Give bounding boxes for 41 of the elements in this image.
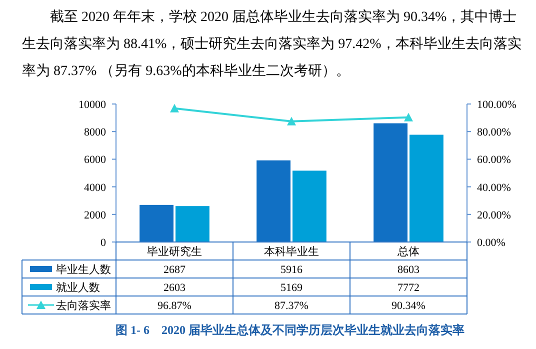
bar (256, 160, 290, 242)
y-tick-label: 2000 (84, 209, 106, 222)
y2-tick-label: 60.00% (477, 154, 511, 166)
legend: 毕业生人数 (30, 264, 111, 276)
y2-tick-label: 20.00% (477, 209, 511, 222)
x-tick-label: 总体 (396, 245, 420, 258)
text: 图 1- 6 2020 届毕业生总体及不同学历层次毕业生就业去向落实率 (116, 323, 464, 337)
y-tick-label: 6000 (84, 154, 106, 166)
y-tick-label: 0 (100, 237, 106, 249)
text: 截至 2020 年年末，学校 2020 届总体毕业生去向落实率为 90.34%，其中博士生去向落实率为 88.41%，硕士研究生去向落实率为 97.42%，本科毕业生去向落实率为 87.37% （另有 9.63%的本科毕业生二次考研）。 (22, 8, 522, 81)
point (170, 104, 179, 112)
point (404, 112, 413, 122)
bar (140, 204, 174, 242)
data-label: 7772 (398, 282, 420, 294)
legend-label: 毕业生人数 (56, 263, 111, 276)
data-label: 90.34% (392, 300, 426, 312)
y2-tick-label: 80.00% (477, 126, 511, 139)
data-label: 2687 (164, 264, 186, 276)
x-tick-label: 毕业研究生 (147, 245, 202, 258)
data-label: 8603 (398, 264, 420, 276)
legend: 去向落实率 (28, 300, 111, 312)
data-label: 5916 (280, 264, 303, 276)
y-tick-label: 4000 (84, 182, 106, 194)
data-label: 2603 (164, 282, 186, 294)
bar (292, 170, 326, 242)
bar (374, 123, 408, 242)
y2-tick-label: 40.00% (477, 182, 511, 194)
legend-label: 去向落实率 (56, 299, 111, 312)
y-tick-label: 8000 (84, 126, 106, 139)
bar (176, 206, 210, 242)
point (287, 116, 296, 126)
data-label: 5169 (280, 282, 303, 294)
data-label: 96.87% (158, 300, 192, 312)
legend: 就业人数 (30, 282, 100, 294)
y-tick-label: 10000 (78, 99, 106, 111)
legend-label: 就业人数 (56, 281, 100, 294)
y2-tick-label: 100.00% (477, 99, 516, 111)
data-label: 87.37% (274, 300, 308, 312)
bar (410, 134, 444, 242)
y2-tick-label: 0.00% (477, 237, 506, 249)
x-tick-label: 本科毕业生 (264, 245, 319, 258)
